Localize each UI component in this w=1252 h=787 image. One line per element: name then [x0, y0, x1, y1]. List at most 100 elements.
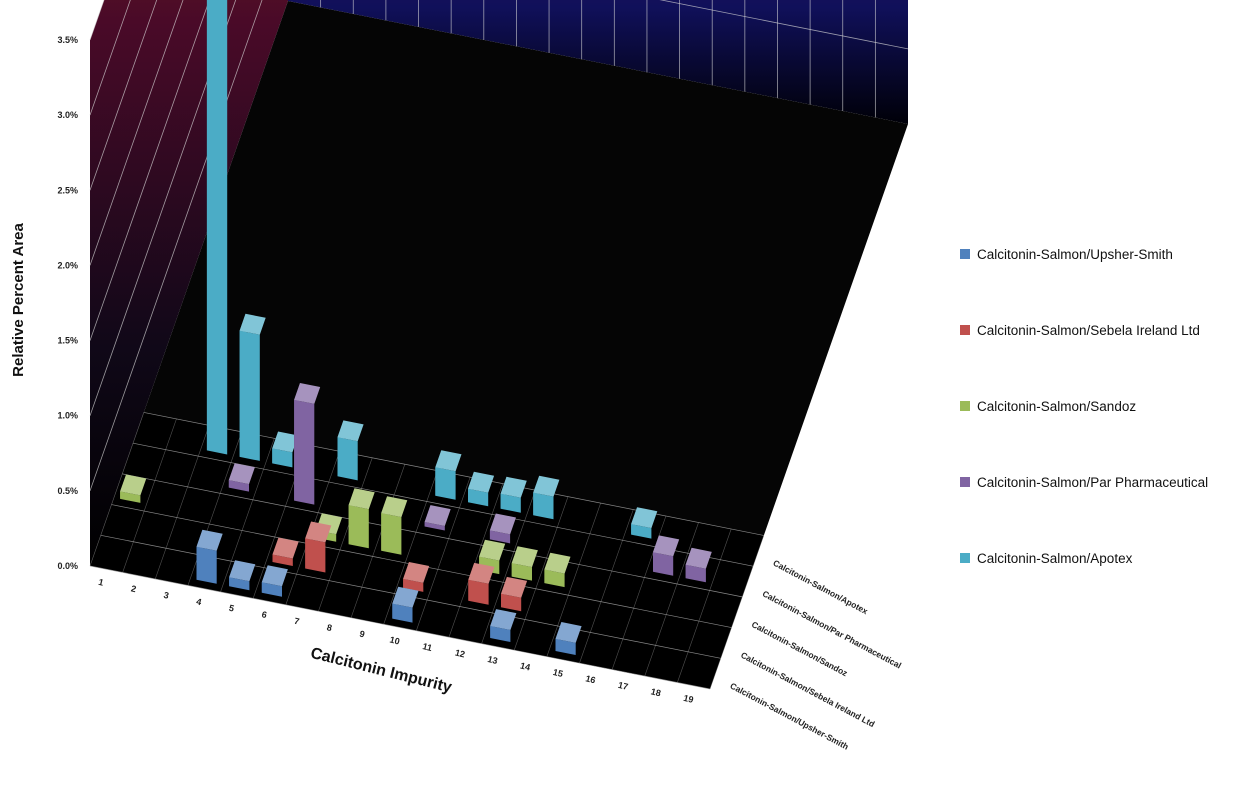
- gridline-y: [89, 0, 237, 416]
- bar-top: [261, 565, 288, 587]
- bar: [403, 562, 430, 592]
- bar-top: [337, 420, 364, 442]
- bar-top: [490, 609, 517, 630]
- bar-top: [348, 488, 375, 510]
- bar-front: [468, 579, 489, 605]
- bar-top: [435, 450, 462, 472]
- floor-gridline: [546, 502, 601, 657]
- bar-front: [685, 564, 706, 583]
- y-tick-label: 2.0%: [57, 260, 78, 270]
- bar: [239, 313, 266, 461]
- floor-gridline: [481, 490, 536, 644]
- legend-item: Calcitonin-Salmon/Upsher-Smith: [960, 246, 1252, 262]
- bar: [348, 488, 375, 549]
- bar-front: [392, 603, 413, 623]
- bar: [544, 552, 571, 588]
- y-tick-label: 2.5%: [57, 185, 78, 195]
- floor-gridline: [579, 509, 634, 664]
- gridline-y: [89, 0, 909, 492]
- legend-label: Calcitonin-Salmon/Sebela Ireland Ltd: [977, 322, 1200, 338]
- bar-front: [424, 522, 445, 531]
- y-tick-label: 3.0%: [57, 110, 78, 120]
- bar: [501, 576, 528, 612]
- y-tick-label: 0.5%: [57, 486, 78, 496]
- bar: [685, 547, 712, 583]
- bar: [381, 496, 408, 555]
- bar: [468, 471, 495, 507]
- bar-front: [272, 448, 293, 468]
- bar: [228, 463, 255, 492]
- x-tick-label: 6: [261, 609, 268, 620]
- legend-swatch: [960, 249, 970, 259]
- bar-front: [228, 480, 249, 492]
- x-tick-label: 13: [487, 654, 499, 666]
- legend: Calcitonin-Salmon/Upsher-Smith Calcitoni…: [960, 246, 1252, 626]
- bar-front: [381, 513, 402, 555]
- bar-top: [479, 539, 506, 561]
- floor-gridline: [220, 438, 275, 592]
- floor-gridline: [416, 477, 471, 631]
- bar-front: [490, 626, 511, 642]
- bar-front: [489, 530, 511, 544]
- bar-top: [489, 513, 516, 535]
- bar-top: [500, 476, 527, 498]
- bar-top: [544, 552, 571, 574]
- bar-top: [305, 521, 332, 543]
- bar-front: [294, 399, 315, 505]
- x-tick-label: 7: [293, 616, 300, 627]
- bar-top: [403, 562, 430, 583]
- bar-top: [468, 562, 495, 584]
- legend-swatch: [960, 401, 970, 411]
- series-tick-label: Calcitonin-Salmon/Par Pharmaceutical: [761, 588, 903, 670]
- y-tick-label: 0.0%: [57, 561, 78, 571]
- floor-gridline: [154, 425, 210, 580]
- floor-gridline: [350, 464, 406, 618]
- bar: [555, 622, 582, 655]
- bar-front: [272, 554, 293, 566]
- bar: [511, 546, 538, 581]
- series-tick-label: Calcitonin-Salmon/Sebela Ireland Ltd: [739, 650, 876, 729]
- x-tick-label: 19: [682, 693, 694, 705]
- x-tick-label: 3: [163, 590, 170, 601]
- y-axis-ticks: 0.0% 0.5% 1.0% 1.5% 2.0% 2.5% 3.0% 3.5%: [57, 35, 78, 571]
- legend-label: Calcitonin-Salmon/Par Pharmaceutical: [977, 474, 1209, 490]
- chart-bars: [120, 0, 712, 655]
- gridline-y: [89, 0, 158, 191]
- legend-item: Calcitonin-Salmon/Sandoz: [960, 398, 1252, 414]
- bar: [337, 420, 364, 481]
- bar-top: [685, 547, 712, 569]
- x-tick-label: 8: [326, 622, 333, 633]
- x-tick-label: 1: [97, 577, 104, 588]
- floor-gridline: [122, 473, 743, 598]
- bar-front: [206, 0, 228, 455]
- x-axis-title: Calcitonin Impurity: [309, 645, 454, 697]
- x-tick-label: 12: [454, 647, 466, 659]
- bar: [120, 474, 147, 503]
- gridline-y: [89, 0, 184, 266]
- floor-band: [90, 412, 764, 689]
- bar: [229, 560, 256, 591]
- bar-front: [403, 578, 424, 592]
- bar-front: [120, 491, 141, 503]
- bar-front: [261, 582, 282, 597]
- bar: [305, 521, 332, 573]
- legend-swatch: [960, 325, 970, 335]
- bar: [653, 535, 680, 576]
- x-tick-label: 5: [228, 603, 235, 614]
- bar: [196, 529, 223, 584]
- bar-front: [653, 552, 674, 576]
- bar: [631, 507, 658, 539]
- bar-top: [501, 576, 528, 598]
- legend-label: Calcitonin-Salmon/Upsher-Smith: [977, 246, 1173, 262]
- bar: [272, 431, 299, 468]
- bar-top: [392, 586, 419, 608]
- gridline-y: [89, 0, 210, 341]
- bar-top: [631, 507, 658, 529]
- bar: [468, 562, 495, 605]
- floor-gridline: [89, 565, 711, 690]
- x-tick-label: 4: [195, 596, 202, 607]
- floor-gridline: [513, 496, 569, 651]
- bar-front: [468, 488, 489, 507]
